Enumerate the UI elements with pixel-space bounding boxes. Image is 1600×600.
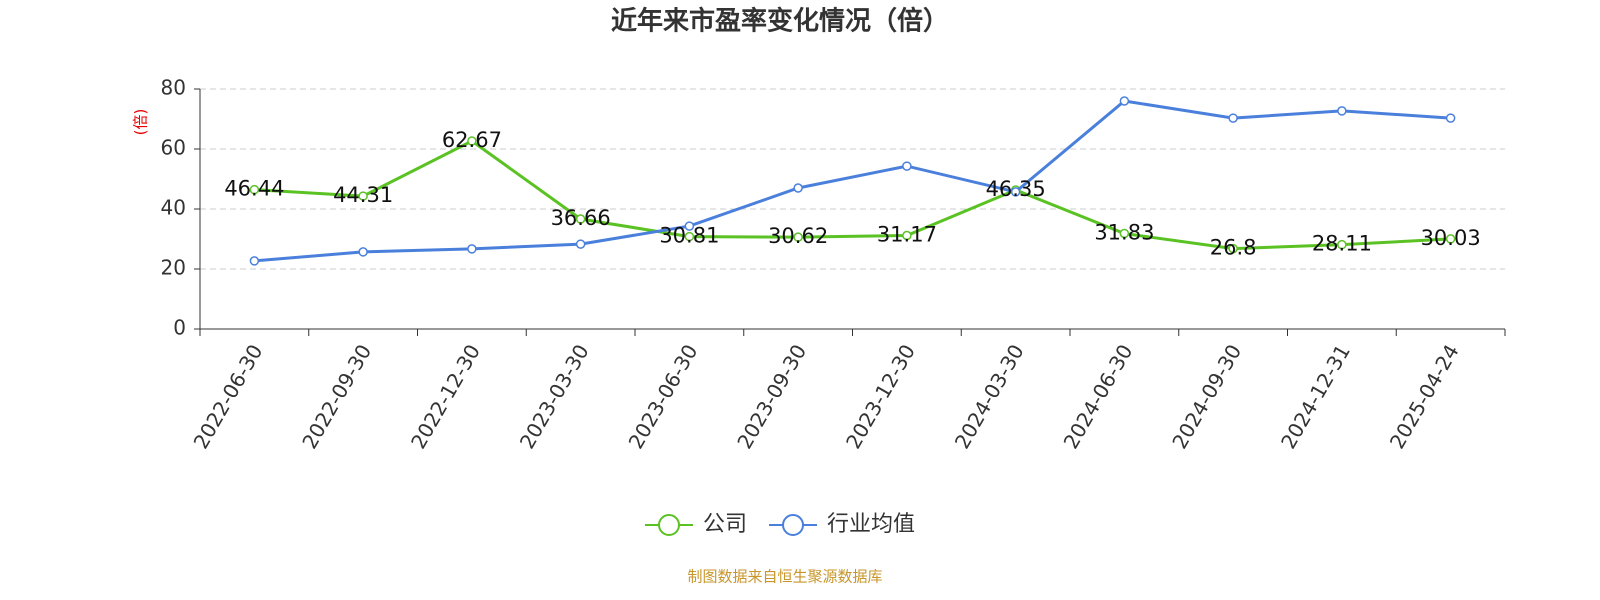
point: [575, 239, 586, 249]
point: [793, 183, 803, 193]
chart-title: 近年来市盈率变化情况（倍）: [611, 6, 949, 37]
data-label: 46.44: [224, 177, 284, 201]
y-tick-label: 60: [161, 136, 186, 160]
point: [684, 231, 695, 242]
data-label: 30.03: [1421, 226, 1481, 250]
x-tick-label: 2025-04-24: [1385, 340, 1464, 453]
y-tick-label: 40: [161, 196, 186, 220]
point: [1119, 96, 1130, 106]
point: [793, 232, 803, 242]
point: [684, 221, 695, 231]
x-tick-label: 2023-03-30: [515, 340, 594, 453]
data-label: 31.83: [1094, 221, 1154, 245]
point: [575, 214, 586, 224]
point: [902, 230, 912, 241]
point: [1445, 234, 1456, 244]
x-tick-label: 2023-09-30: [732, 340, 811, 453]
y-tick-label: 20: [161, 256, 186, 280]
data-label: 30.62: [768, 224, 828, 248]
y-tick-label: 80: [161, 76, 186, 100]
x-tick-label: 2022-09-30: [297, 340, 376, 453]
data-label: 36.66: [551, 206, 611, 230]
x-tick-label: 2024-03-30: [950, 340, 1029, 453]
data-label: 46.35: [986, 177, 1046, 201]
series-line: [254, 139, 1451, 251]
point: [902, 161, 912, 171]
x-tick-label: 2024-12-31: [1276, 340, 1355, 453]
x-tick-label: 2024-09-30: [1167, 340, 1246, 453]
point: [249, 184, 260, 195]
x-tick-label: 2022-12-30: [406, 340, 485, 453]
series-line: [254, 99, 1451, 263]
x-tick-label: 2022-06-30: [189, 340, 268, 453]
source-note: 制图数据来自恒生聚源数据库: [687, 568, 882, 586]
data-label: 26.8: [1210, 236, 1257, 260]
data-label: 30.81: [659, 224, 719, 248]
point: [467, 136, 477, 146]
x-tick-label: 2023-06-30: [624, 340, 703, 453]
point: [1010, 187, 1021, 197]
point: [1337, 106, 1347, 116]
point: [358, 247, 368, 257]
x-tick-label: 2023-12-30: [841, 340, 920, 453]
point: [1119, 228, 1130, 239]
x-tick-label: 2024-06-30: [1059, 340, 1138, 453]
data-label: 28.11: [1312, 232, 1372, 256]
legend-marker: [782, 514, 805, 536]
point: [1228, 113, 1238, 123]
point: [358, 191, 368, 201]
y-axis-label: (倍): [132, 109, 150, 136]
point: [1445, 113, 1456, 123]
point: [1228, 243, 1238, 254]
point: [467, 244, 477, 254]
point: [249, 256, 260, 266]
legend-label: 公司: [703, 512, 747, 537]
data-label: 62.67: [442, 128, 502, 152]
legend-marker: [658, 514, 680, 536]
point: [1337, 239, 1347, 250]
data-label: 44.31: [333, 183, 393, 207]
y-tick-label: 0: [173, 316, 186, 340]
data-label: 31.17: [877, 222, 937, 246]
legend-label: 行业均值: [827, 512, 915, 537]
